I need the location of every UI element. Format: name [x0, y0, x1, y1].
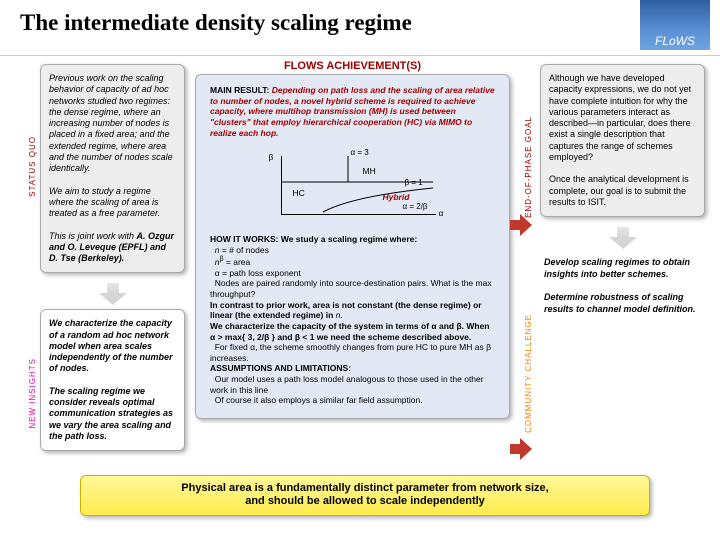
community-challenge-text: Develop scaling regimes to obtain insigh…: [544, 257, 701, 315]
end-goal-text: Although we have developed capacity expr…: [549, 73, 696, 208]
page-title: The intermediate density scaling regime: [20, 10, 700, 36]
flows-logo: FLoWS: [640, 0, 710, 50]
achievements-box: MAIN RESULT: Depending on path loss and …: [195, 74, 510, 419]
label-end-goal: END-OF-PHASE GOAL: [524, 116, 533, 218]
new-insights-box: We characterize the capacity of a random…: [40, 309, 185, 451]
label-community: COMMUNITY CHALLENGE: [524, 314, 533, 433]
arrow-right-icon: [510, 214, 532, 236]
status-quo-text: Previous work on the scaling behavior of…: [49, 73, 176, 264]
regime-chart: βαHCMHHybridα = 3β = 1α = 2/β: [263, 148, 443, 226]
key-banner: Physical area is a fundamentally distinc…: [80, 475, 650, 517]
label-new-insights: NEW INSIGHTS: [28, 358, 37, 429]
label-status-quo: STATUS QUO: [28, 136, 37, 197]
status-quo-box: Previous work on the scaling behavior of…: [40, 64, 185, 273]
header: The intermediate density scaling regime …: [0, 0, 720, 56]
how-it-works-text: HOW IT WORKS: We study a scaling regime …: [202, 230, 503, 414]
left-column: Previous work on the scaling behavior of…: [40, 64, 185, 467]
achievements-heading: FLOWS ACHIEVEMENT(S): [195, 60, 510, 72]
middle-column: FLOWS ACHIEVEMENT(S) MAIN RESULT: Depend…: [195, 60, 510, 435]
community-challenge-box: Develop scaling regimes to obtain insigh…: [540, 253, 705, 319]
end-goal-box: Although we have developed capacity expr…: [540, 64, 705, 217]
main-content: STATUS QUO NEW INSIGHTS END-OF-PHASE GOA…: [0, 56, 720, 540]
right-column: Although we have developed capacity expr…: [540, 64, 705, 319]
arrow-right-icon: [510, 438, 532, 460]
main-result-text: MAIN RESULT: Depending on path loss and …: [202, 81, 503, 146]
new-insights-text: We characterize the capacity of a random…: [49, 318, 176, 442]
arrow-down-icon: [609, 227, 637, 249]
arrow-down-icon: [99, 283, 127, 305]
